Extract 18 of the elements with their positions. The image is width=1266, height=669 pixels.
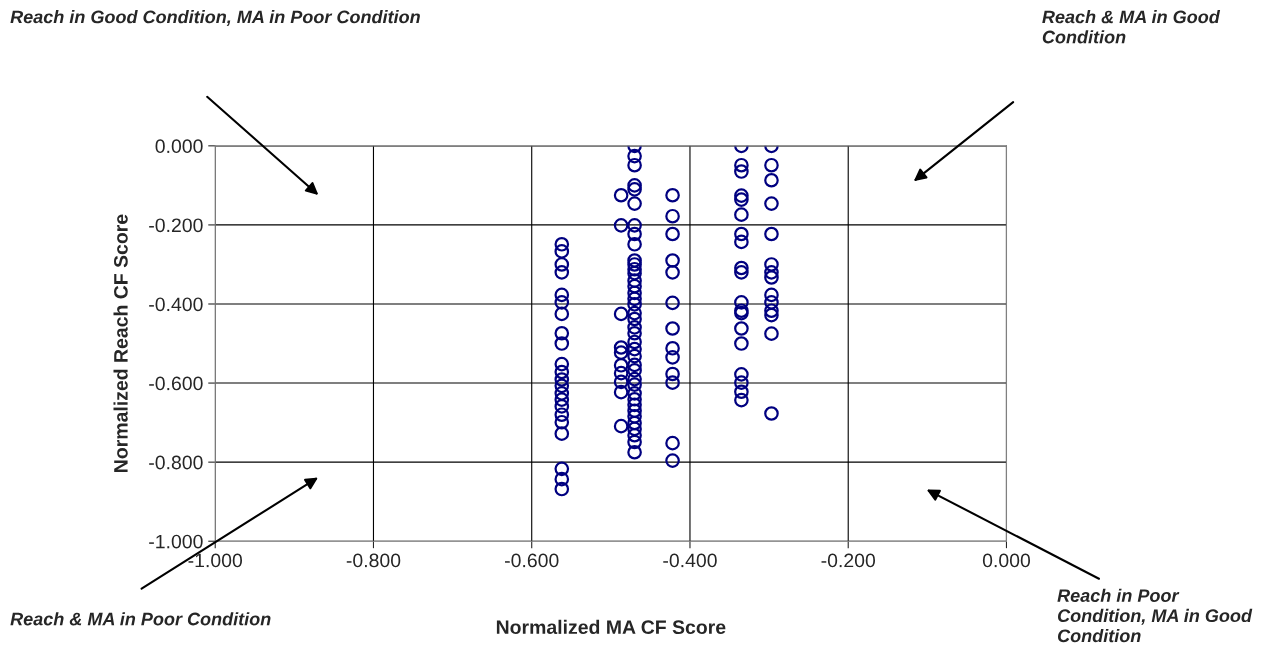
y-tick-label: -0.600 — [149, 376, 203, 391]
text: Reach & MA in Poor Condition — [10, 612, 271, 626]
x-tick-label: -0.200 — [821, 553, 876, 568]
x-tick-label: 0.000 — [982, 553, 1031, 568]
text: Reach in Poor Condition, MA in Good Condition — [1057, 588, 1253, 643]
y-tick-label: -0.400 — [149, 297, 203, 312]
y-tick-label: -0.200 — [149, 218, 203, 233]
y-tick-label: -0.800 — [149, 455, 203, 470]
x-tick-label: -1.000 — [188, 553, 243, 568]
x-axis-title: Normalized MA CF Score — [496, 619, 726, 635]
x-tick-label: -0.400 — [663, 553, 717, 568]
y-tick-label: 0.000 — [155, 139, 203, 154]
x-tick-label: -0.600 — [505, 553, 559, 568]
y-tick-label: -1.000 — [149, 534, 203, 549]
text: Reach & MA in Good Condition — [1042, 10, 1221, 44]
text: Reach in Good Condition, MA in Poor Condition — [10, 10, 420, 26]
y-axis-title: Normalized Reach CF Score — [113, 214, 128, 472]
x-tick-label: -0.800 — [346, 553, 401, 568]
